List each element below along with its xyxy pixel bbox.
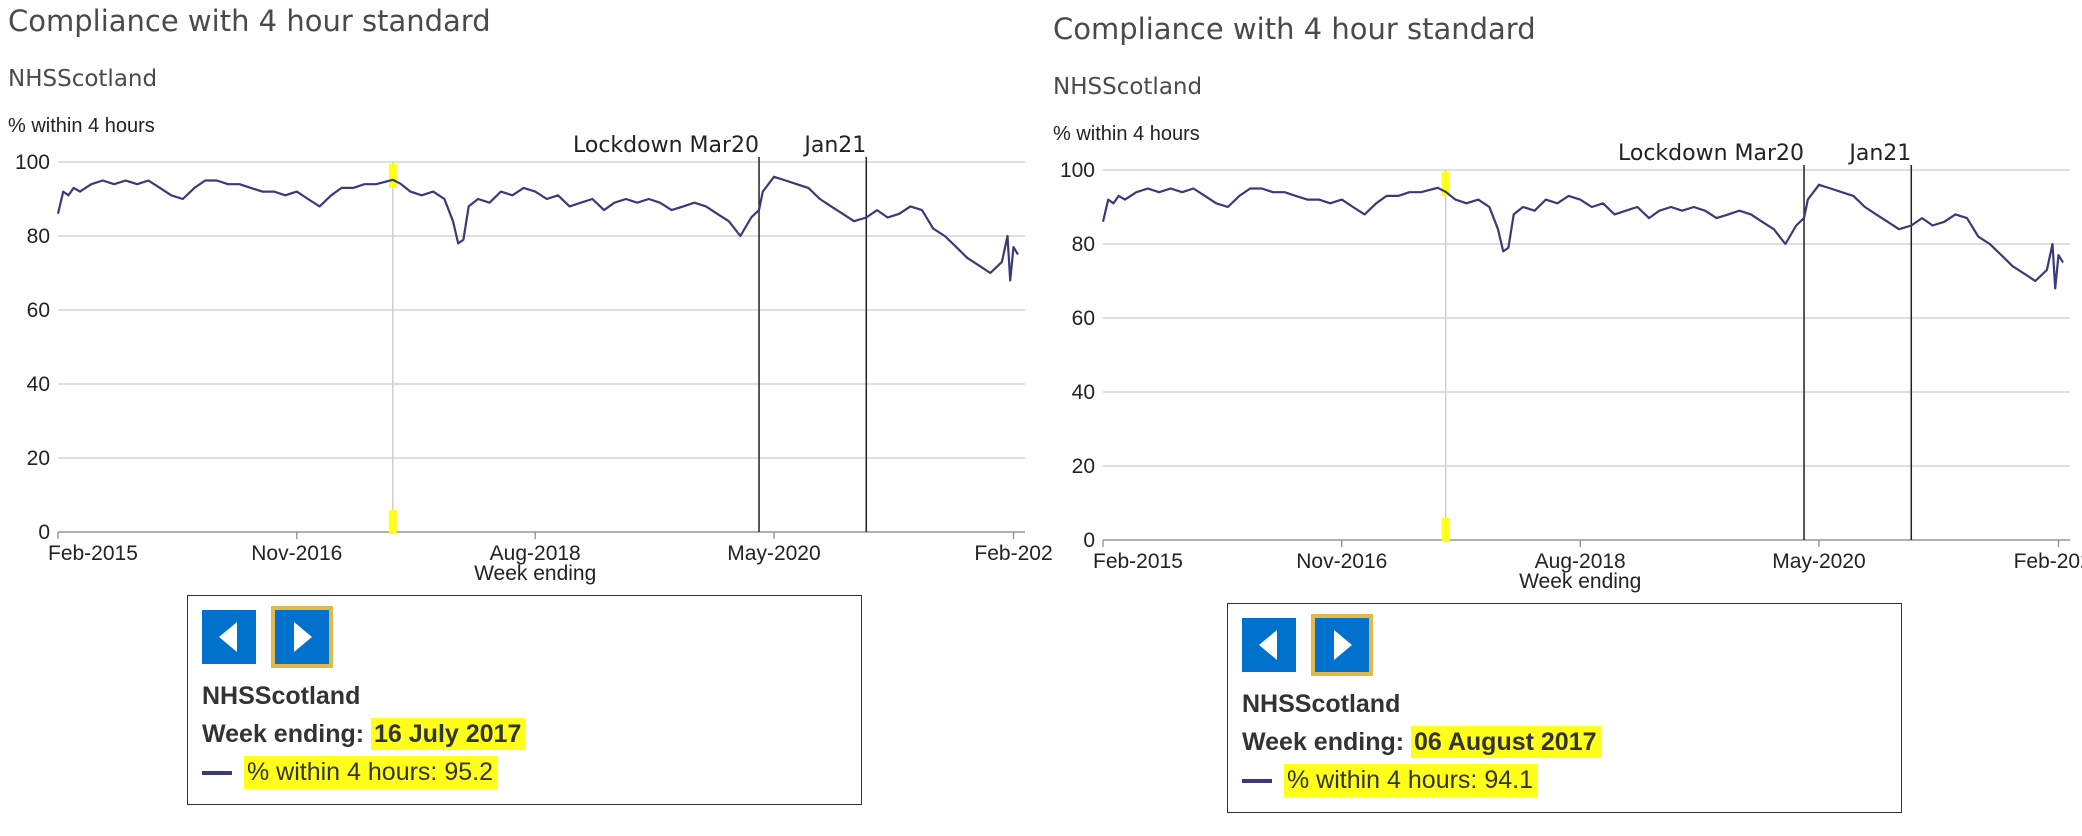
hover-marker-top	[1441, 172, 1450, 196]
x-tick-label: Aug-2018	[490, 542, 581, 565]
x-tick-label: Feb-2022	[2014, 550, 2082, 573]
chart-title: Compliance with 4 hour standard	[8, 4, 491, 38]
hover-marker-bottom	[388, 510, 397, 534]
arrow-right-icon	[1334, 630, 1352, 660]
tooltip-week: Week ending: 16 July 2017	[202, 718, 526, 750]
previous-week-button[interactable]	[1242, 618, 1296, 672]
tooltip-series: % within 4 hours: 94.1	[1284, 764, 1537, 797]
tooltip-week-label: Week ending:	[202, 720, 365, 748]
arrow-left-icon	[1259, 630, 1277, 660]
tooltip-value-row: % within 4 hours: 94.1	[1242, 764, 1537, 797]
tooltip-week: Week ending: 06 August 2017	[1242, 726, 1601, 758]
chart-subtitle: NHSScotland	[1053, 74, 1203, 100]
tooltip-area: NHSScotland	[1242, 690, 1401, 718]
x-tick-label: Nov-2016	[251, 542, 342, 565]
arrow-left-icon	[219, 622, 237, 652]
legend-line-swatch	[202, 770, 232, 775]
y-axis-label: % within 4 hours	[1053, 123, 1200, 145]
annotation-label: Lockdown Mar20	[1618, 141, 1804, 166]
tooltip-box: NHSScotland Week ending: 16 July 2017 % …	[187, 595, 862, 805]
y-tick-label: 80	[27, 225, 50, 248]
y-tick-label: 60	[27, 299, 50, 322]
series-line	[1101, 183, 2064, 290]
tooltip-area: NHSScotland	[202, 682, 361, 710]
chart-title: Compliance with 4 hour standard	[1053, 12, 1536, 46]
annotation-label: Jan21	[802, 133, 866, 158]
tooltip-value-row: % within 4 hours: 95.2	[202, 756, 497, 789]
y-tick-label: 40	[27, 373, 50, 396]
tooltip-series-value: 95.2	[444, 758, 493, 786]
tooltip-week-value: 06 August 2017	[1411, 726, 1601, 758]
y-tick-label: 0	[38, 521, 50, 544]
x-axis-title: Week ending	[1519, 570, 1641, 593]
x-tick-label: May-2020	[727, 542, 820, 565]
x-tick-label: Aug-2018	[1535, 550, 1626, 573]
x-tick-label: Feb-202	[974, 542, 1052, 565]
y-tick-label: 40	[1072, 381, 1095, 404]
x-tick-label: Feb-2015	[1093, 550, 1183, 573]
tooltip-box: NHSScotland Week ending: 06 August 2017 …	[1227, 603, 1902, 813]
y-tick-label: 0	[1083, 529, 1095, 552]
next-week-button[interactable]	[1311, 614, 1373, 676]
annotation-label: Jan21	[1847, 141, 1911, 166]
y-tick-label: 80	[1072, 233, 1095, 256]
legend-line-swatch	[1242, 778, 1272, 783]
series-line	[56, 175, 1019, 282]
annotation-label: Lockdown Mar20	[573, 133, 759, 158]
previous-week-button[interactable]	[202, 610, 256, 664]
y-tick-label: 100	[15, 151, 50, 174]
chart-panel-left: Compliance with 4 hour standard NHSScotl…	[0, 0, 1053, 828]
tooltip-series-value: 94.1	[1484, 766, 1533, 794]
x-tick-label: Feb-2015	[48, 542, 138, 565]
hover-marker-bottom	[1441, 518, 1450, 542]
hover-marker-top	[388, 164, 397, 188]
next-week-button[interactable]	[271, 606, 333, 668]
tooltip-week-value: 16 July 2017	[371, 718, 526, 750]
chart-subtitle: NHSScotland	[8, 66, 158, 92]
x-tick-label: May-2020	[1772, 550, 1865, 573]
x-tick-label: Nov-2016	[1296, 550, 1387, 573]
tooltip-series-label: % within 4 hours:	[247, 758, 438, 786]
tooltip-series: % within 4 hours: 95.2	[244, 756, 497, 789]
x-axis-title: Week ending	[474, 562, 596, 585]
y-axis-label: % within 4 hours	[8, 115, 155, 137]
line-chart[interactable]: % within 4 hours 0 20 40 60 80 100 Feb-2015 Nov-…	[0, 110, 1053, 590]
line-chart[interactable]: % within 4 hours 0 20 40 60 80 100 Feb-2015 Nov-…	[1045, 118, 2082, 598]
y-tick-label: 20	[1072, 455, 1095, 478]
tooltip-series-label: % within 4 hours:	[1287, 766, 1478, 794]
y-tick-label: 20	[27, 447, 50, 470]
arrow-right-icon	[294, 622, 312, 652]
tooltip-week-label: Week ending:	[1242, 728, 1405, 756]
chart-panel-right: Compliance with 4 hour standard NHSScotl…	[1045, 8, 2082, 836]
y-tick-label: 100	[1060, 159, 1095, 182]
y-tick-label: 60	[1072, 307, 1095, 330]
